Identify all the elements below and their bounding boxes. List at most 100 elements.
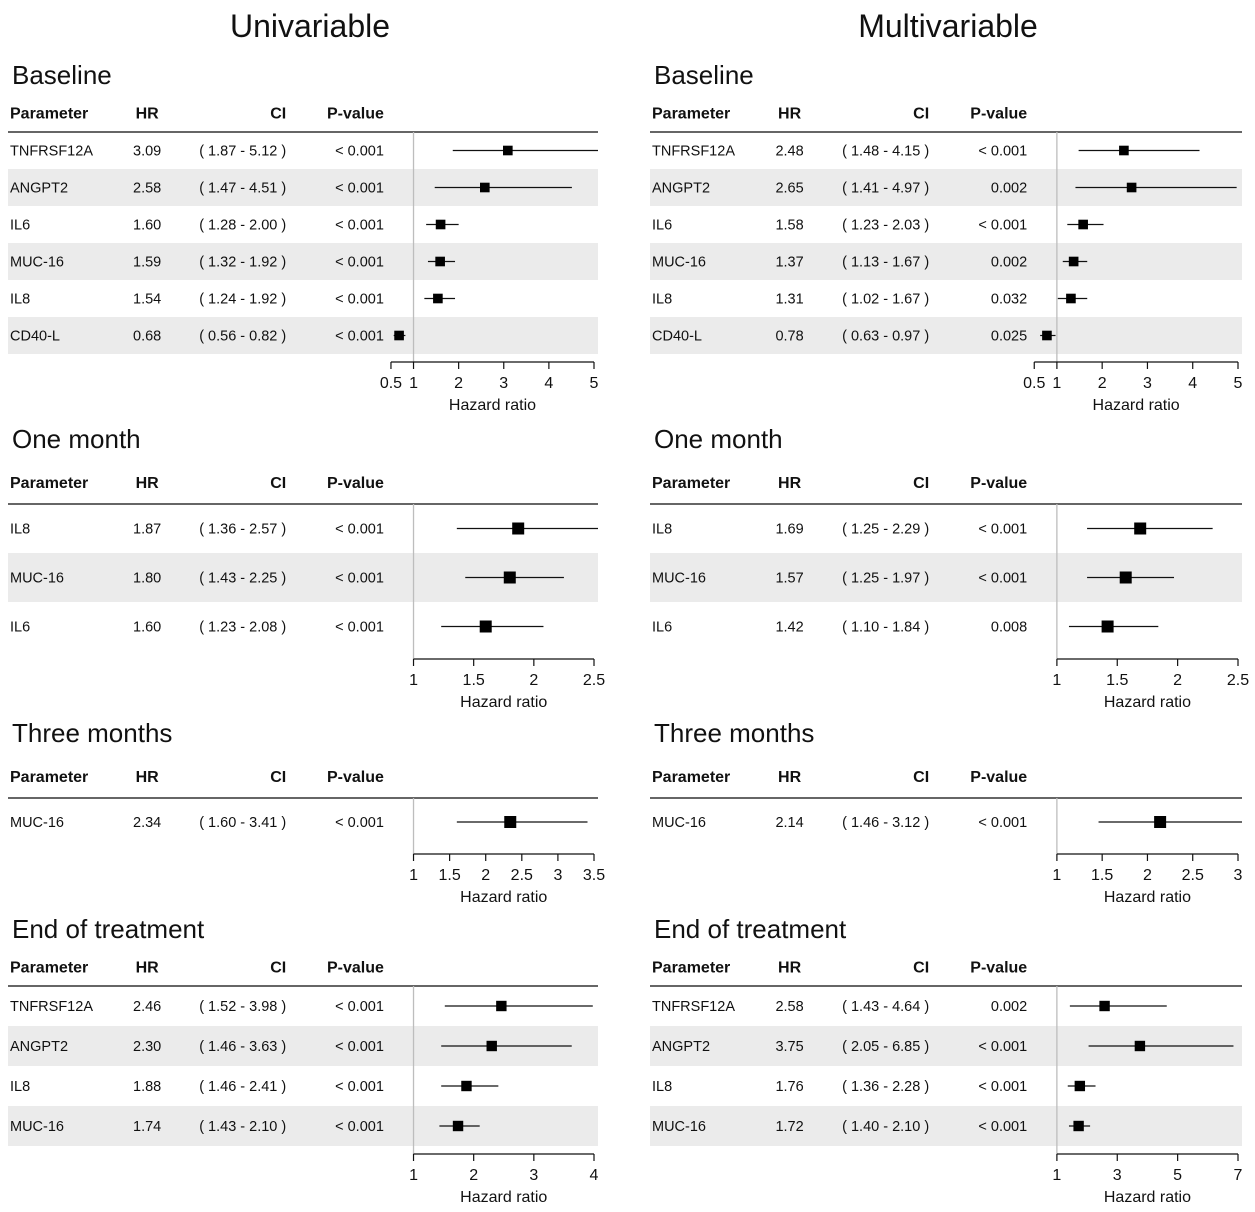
hr-point (1074, 1080, 1086, 1092)
header-hr: HR (136, 105, 160, 122)
row-ci: ( 1.13 - 1.67 ) (842, 255, 929, 271)
section-title: End of treatment (12, 914, 205, 944)
forest-panel-multivariable-one-month: One month Parameter HR CI P-value IL8 1.69 ( 1.… (650, 424, 1249, 711)
row-p-value: < 0.001 (978, 1079, 1027, 1095)
row-parameter: IL6 (10, 620, 30, 636)
row-p-value: 0.002 (991, 999, 1027, 1015)
forest-panel-univariable-end-of-treatment: End of treatment Parameter HR CI P-value TNFR… (8, 914, 599, 1206)
row-p-value: < 0.001 (978, 218, 1027, 234)
row-hr: 1.54 (133, 292, 161, 308)
row-p-value: < 0.001 (335, 181, 384, 197)
hr-point (503, 145, 513, 156)
row-hr: 2.14 (775, 815, 803, 831)
header-parameter: Parameter (10, 475, 88, 492)
row-parameter: IL8 (10, 1079, 30, 1095)
row-parameter: TNFRSF12A (652, 999, 735, 1015)
header-p-value: P-value (970, 769, 1027, 786)
row-ci: ( 1.40 - 2.10 ) (842, 1119, 929, 1135)
section-title: One month (12, 424, 141, 454)
row-hr: 1.31 (775, 292, 803, 308)
header-p-value: P-value (327, 769, 384, 786)
row-hr: 1.72 (775, 1119, 803, 1135)
hr-point (1119, 571, 1132, 584)
row-hr: 1.57 (775, 571, 803, 587)
header-ci: CI (270, 475, 286, 492)
row-hr: 2.48 (775, 144, 803, 160)
hr-point (479, 620, 492, 633)
row-parameter: MUC-16 (652, 571, 706, 587)
row-ci: ( 1.43 - 4.64 ) (842, 999, 929, 1015)
x-tick-label: 5 (1173, 1167, 1182, 1184)
hr-point (496, 1000, 507, 1012)
header-p-value: P-value (327, 475, 384, 492)
section-title: One month (654, 424, 783, 454)
x-tick-label: 2 (1143, 867, 1152, 884)
x-axis-label: Hazard ratio (1104, 1189, 1191, 1206)
row-hr: 1.69 (775, 522, 803, 538)
header-ci: CI (270, 769, 286, 786)
x-tick-label: 1.5 (1106, 672, 1128, 689)
hr-point (1119, 145, 1129, 156)
hr-point (1101, 620, 1114, 633)
row-ci: ( 1.43 - 2.10 ) (199, 1119, 286, 1135)
row-parameter: MUC-16 (652, 1119, 706, 1135)
row-stripe (8, 317, 598, 354)
row-hr: 0.78 (775, 329, 803, 345)
hr-point (1154, 816, 1167, 828)
x-tick-label: 3 (1234, 867, 1243, 884)
x-tick-label: 1.5 (463, 672, 485, 689)
x-tick-label: 2 (454, 375, 463, 392)
x-tick-label: 4 (590, 1167, 599, 1184)
x-tick-label: 5 (1234, 375, 1243, 392)
x-tick-label: 1 (1052, 1167, 1061, 1184)
row-hr: 2.65 (775, 181, 803, 197)
row-p-value: < 0.001 (978, 571, 1027, 587)
row-parameter: MUC-16 (10, 571, 64, 587)
row-parameter: IL8 (652, 292, 672, 308)
row-p-value: < 0.001 (978, 1039, 1027, 1055)
row-ci: ( 0.56 - 0.82 ) (199, 329, 286, 345)
header-parameter: Parameter (652, 475, 730, 492)
x-tick-label: 4 (1188, 375, 1197, 392)
row-stripe (650, 317, 1242, 354)
x-tick-label: 1.5 (438, 867, 460, 884)
row-hr: 0.68 (133, 329, 161, 345)
row-ci: ( 1.25 - 1.97 ) (842, 571, 929, 587)
row-ci: ( 1.52 - 3.98 ) (199, 999, 286, 1015)
x-axis-label: Hazard ratio (460, 694, 547, 711)
row-ci: ( 1.23 - 2.08 ) (199, 620, 286, 636)
row-parameter: IL6 (652, 218, 672, 234)
row-parameter: MUC-16 (10, 815, 64, 831)
x-tick-label: 0.5 (380, 375, 402, 392)
header-ci: CI (913, 475, 929, 492)
row-hr: 1.42 (775, 620, 803, 636)
hr-point (503, 571, 516, 584)
section-title: Three months (12, 718, 172, 748)
hr-point (435, 256, 445, 267)
x-tick-label: 0.5 (1023, 375, 1045, 392)
row-hr: 2.34 (133, 815, 161, 831)
row-p-value: < 0.001 (335, 815, 384, 831)
header-ci: CI (913, 959, 929, 976)
row-hr: 3.75 (775, 1039, 803, 1055)
x-tick-label: 1.5 (1091, 867, 1113, 884)
row-stripe (8, 243, 598, 280)
forest-panel-multivariable-baseline: Baseline Parameter HR CI P-value TNFRSF12A 2.4… (650, 60, 1243, 414)
x-tick-label: 3 (553, 867, 562, 884)
hr-point (435, 219, 446, 230)
header-ci: CI (913, 105, 929, 122)
hr-point (1066, 293, 1076, 304)
x-tick-label: 2 (481, 867, 490, 884)
x-axis-label: Hazard ratio (449, 397, 536, 414)
row-hr: 2.58 (775, 999, 803, 1015)
header-hr: HR (778, 959, 802, 976)
row-p-value: 0.002 (991, 255, 1027, 271)
x-axis-label: Hazard ratio (1104, 694, 1191, 711)
header-p-value: P-value (327, 959, 384, 976)
row-hr: 1.60 (133, 620, 161, 636)
row-stripe (650, 243, 1242, 280)
row-p-value: < 0.001 (978, 522, 1027, 538)
hr-point (1042, 330, 1052, 341)
header-hr: HR (136, 475, 160, 492)
x-tick-label: 2.5 (511, 867, 533, 884)
